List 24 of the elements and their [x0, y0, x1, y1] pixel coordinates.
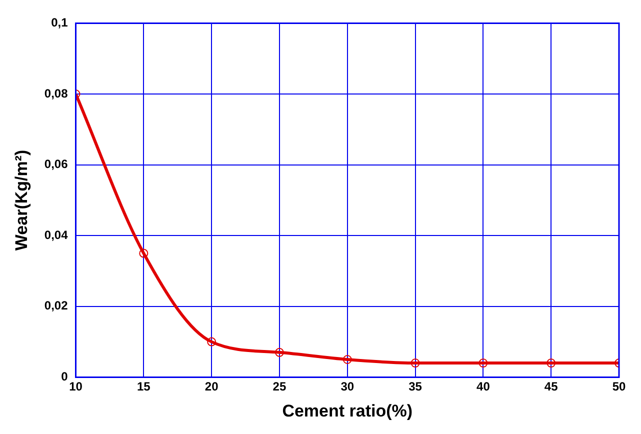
x-tick-label: 10 — [69, 380, 83, 394]
point — [139, 248, 148, 258]
point — [546, 358, 556, 368]
y-axis-title: Wear(Kg/m²) — [12, 150, 31, 251]
y-tick-label: 0,06 — [44, 157, 68, 172]
x-tick-label: 20 — [204, 380, 219, 394]
point — [342, 355, 352, 364]
x-tick-label: 45 — [544, 380, 558, 394]
x-tick-label: 15 — [136, 380, 151, 394]
point — [478, 358, 488, 368]
x-axis-title: Cement ratio(%) — [282, 401, 413, 420]
x-tick-label: 40 — [476, 380, 490, 394]
x-tick-label: 25 — [272, 380, 286, 394]
y-tick-label: 0 — [61, 370, 68, 384]
y-tick-label: 0,1 — [51, 16, 68, 30]
point — [410, 358, 420, 368]
point — [274, 348, 284, 357]
x-tick-label: 30 — [340, 380, 354, 394]
y-tick-label: 0,02 — [44, 298, 68, 313]
x-tick-label: 35 — [408, 380, 422, 394]
y-tick-label: 0,04 — [44, 228, 68, 242]
y-tick-label: 0,08 — [44, 86, 68, 100]
point — [207, 337, 216, 346]
x-tick-label: 50 — [612, 380, 626, 394]
